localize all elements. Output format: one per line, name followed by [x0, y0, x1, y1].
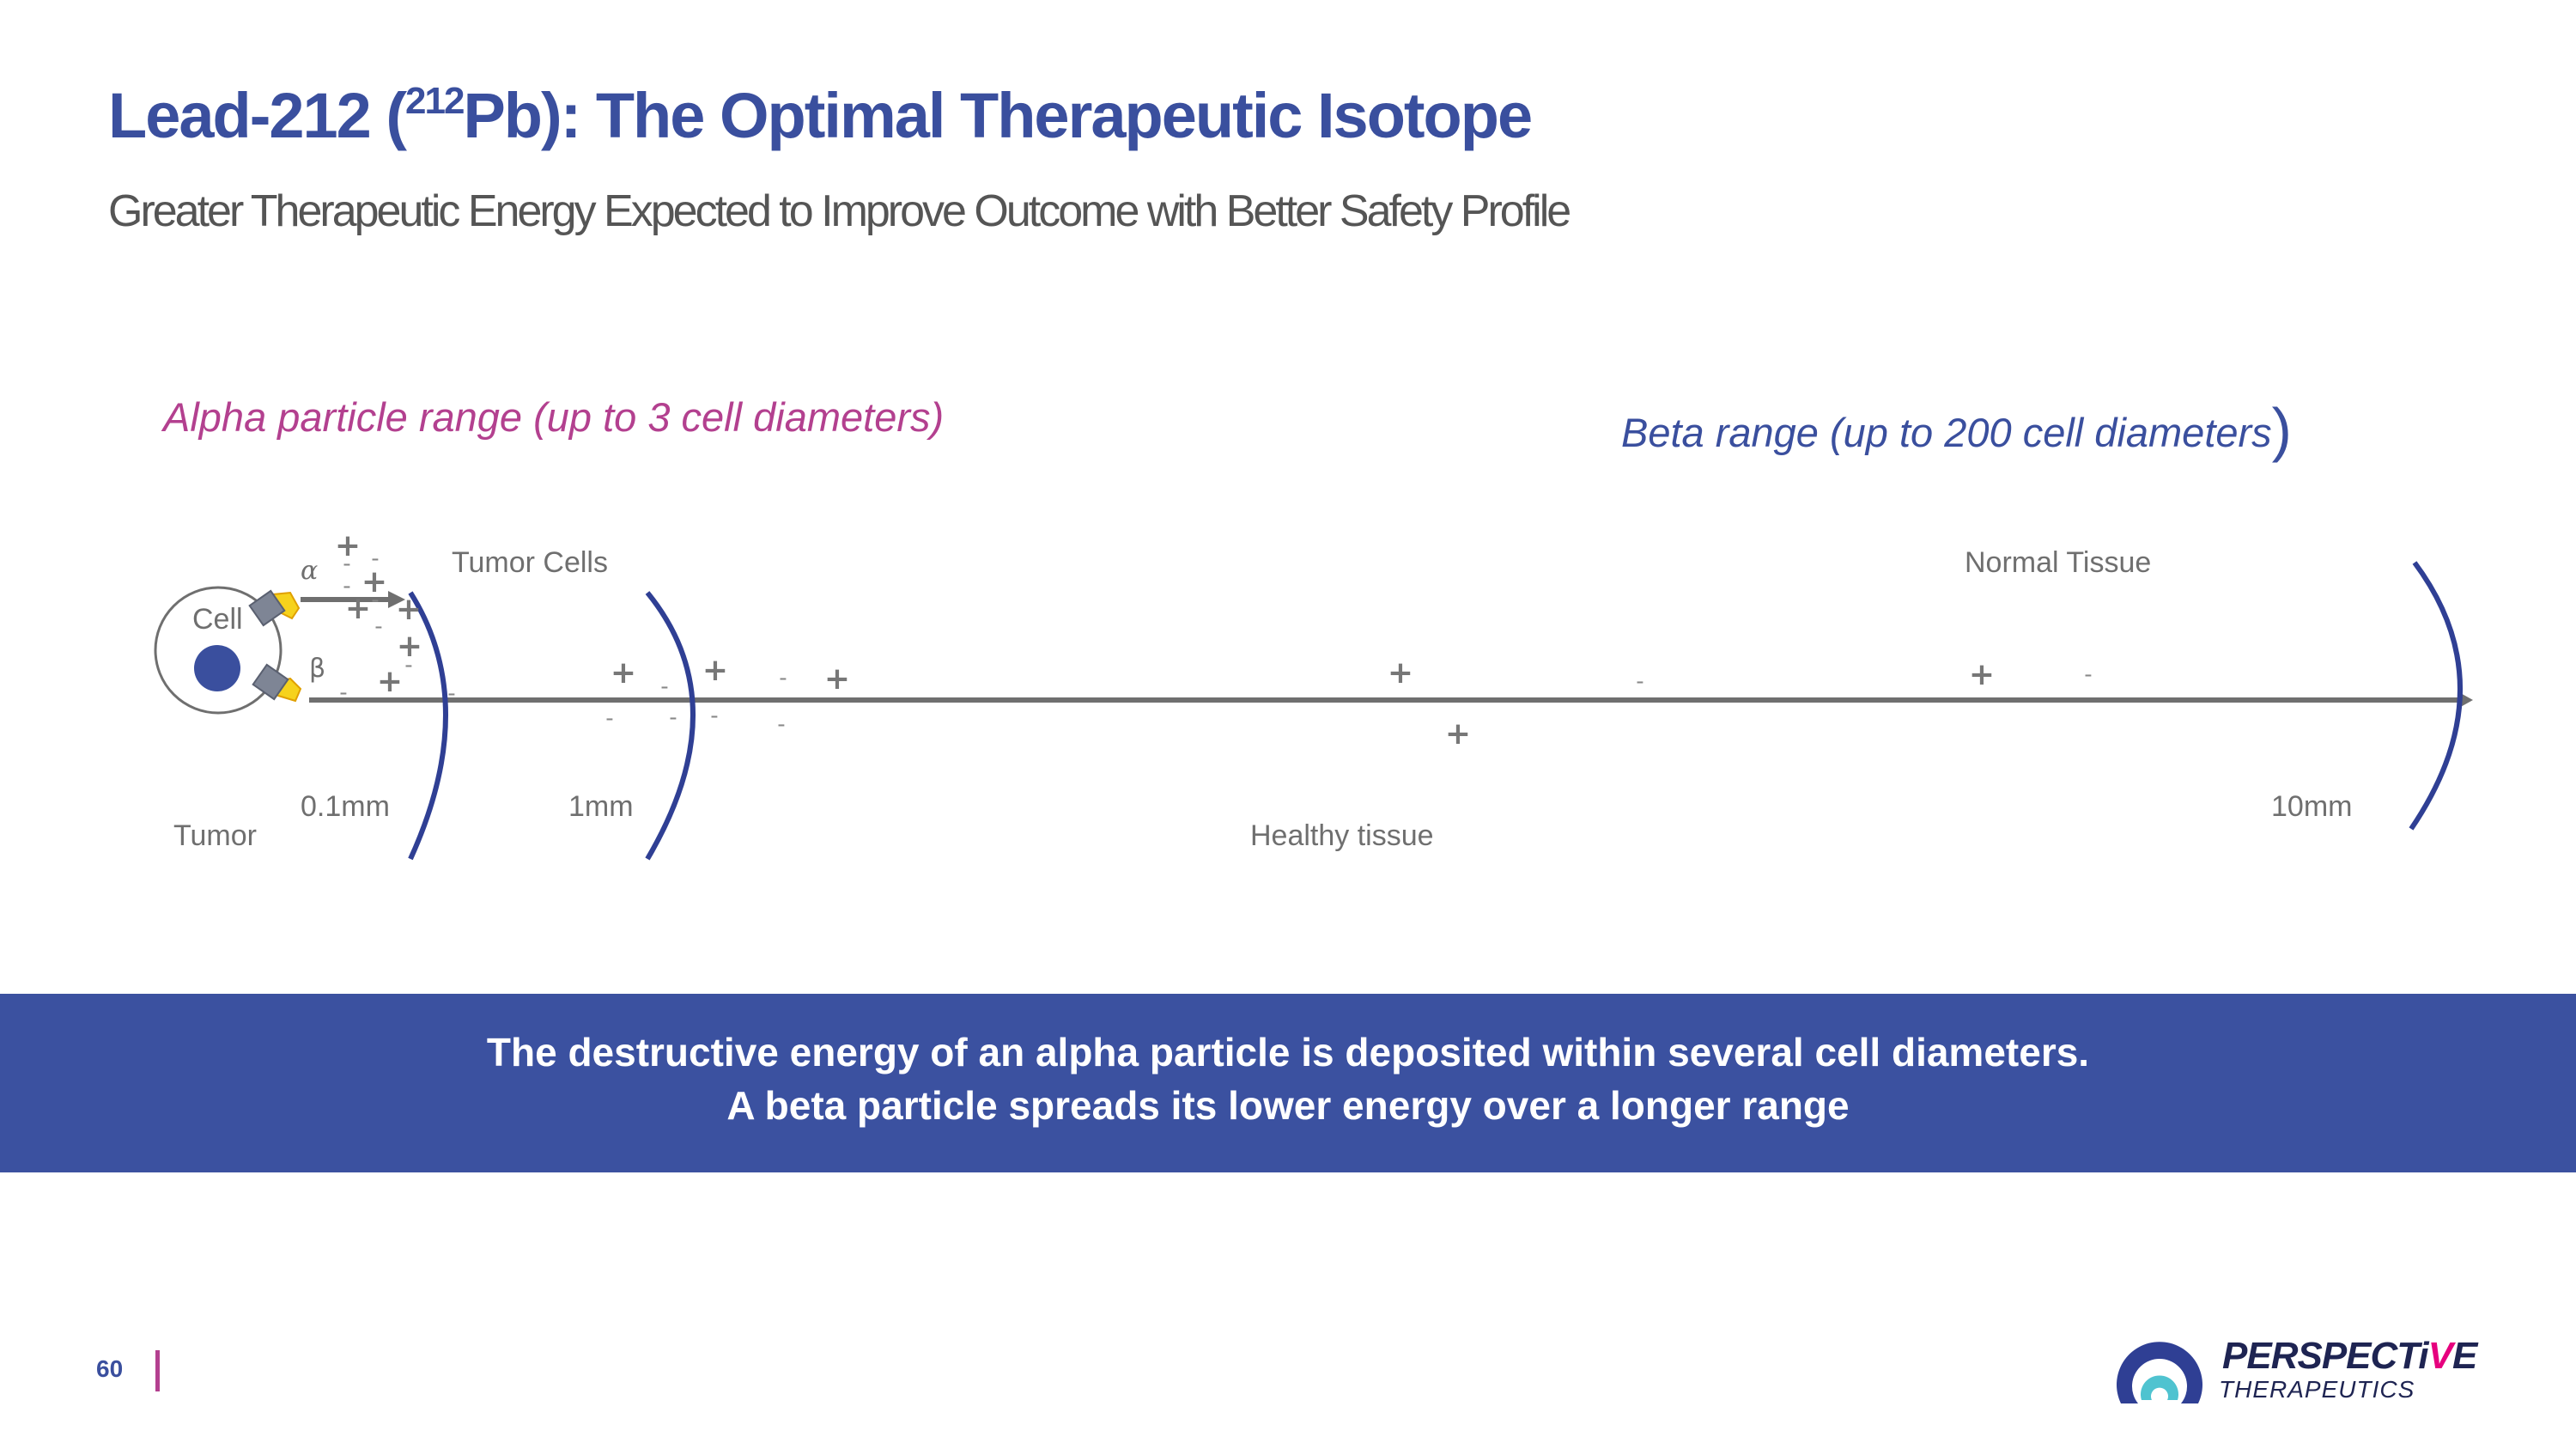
- minus-charge: -: [710, 703, 718, 729]
- logo-wordmark: PERSPECTiVE: [2222, 1335, 2477, 1378]
- minus-charge: -: [343, 551, 350, 577]
- healthy-tissue-label: Healthy tissue: [1250, 819, 1434, 852]
- banner-line-1: The destructive energy of an alpha parti…: [486, 1030, 2090, 1075]
- page-subtitle: Greater Therapeutic Energy Expected to I…: [108, 186, 1571, 236]
- alpha-emitter-icon: [248, 589, 301, 627]
- minus-charge: -: [660, 674, 668, 700]
- beta-range-paren: ): [2271, 396, 2292, 463]
- logo-word-post: E: [2451, 1335, 2477, 1377]
- logo-subtitle: THERAPEUTICS: [2219, 1376, 2415, 1403]
- minus-charge: -: [404, 653, 412, 679]
- title-superscript: 212: [405, 80, 465, 122]
- logo-word-accent: V: [2427, 1335, 2453, 1377]
- minus-charge: -: [777, 712, 785, 738]
- cell-label: Cell: [192, 603, 243, 636]
- minus-charge: -: [374, 614, 382, 640]
- normal-tissue-label: Normal Tissue: [1965, 546, 2151, 579]
- minus-charge: -: [2084, 662, 2092, 688]
- plus-charge: +: [397, 629, 422, 664]
- tumor-cells-label: Tumor Cells: [452, 546, 608, 579]
- plus-charge: +: [1969, 657, 1995, 692]
- logo-word-pre: PERSPECTi: [2222, 1335, 2429, 1377]
- plus-charge: +: [1388, 655, 1413, 691]
- plus-charge: +: [824, 661, 850, 697]
- range-arc-10mm: [2409, 561, 2463, 831]
- minus-charge: -: [447, 681, 455, 707]
- plus-charge: +: [345, 591, 371, 626]
- minus-charge: -: [343, 574, 350, 600]
- minus-charge: -: [779, 666, 787, 691]
- page-number: 60: [96, 1355, 124, 1382]
- beta-symbol: β: [309, 654, 325, 684]
- distance-label-0.1mm: 0.1mm: [301, 790, 390, 823]
- plus-charge: +: [335, 528, 361, 563]
- beta-emitter-icon: [252, 663, 302, 703]
- minus-charge: -: [605, 706, 613, 732]
- alpha-range-label: Alpha particle range (up to 3 cell diame…: [163, 394, 945, 440]
- plus-charge: +: [1445, 716, 1471, 752]
- minus-charge: -: [371, 588, 379, 613]
- particle-range-diagram: Cell Tumor α β Tumor Cells Normal Tissue…: [154, 528, 2473, 861]
- plus-charge: +: [396, 592, 422, 627]
- range-arc-0.1mm: [408, 591, 448, 861]
- title-suffix: Pb): The Optimal Therapeutic Isotope: [463, 80, 1533, 151]
- minus-charge: -: [1636, 669, 1643, 695]
- distance-label-1mm: 1mm: [568, 790, 634, 823]
- alpha-arrowhead: [388, 591, 405, 608]
- title-prefix: Lead-212 (: [108, 80, 407, 151]
- distance-label-10mm: 10mm: [2271, 790, 2352, 823]
- alpha-symbol: α: [301, 556, 318, 586]
- plus-charge: +: [377, 664, 403, 699]
- minus-charge: -: [371, 546, 379, 572]
- minus-charge: -: [669, 705, 677, 731]
- cell-nucleus: [194, 645, 240, 691]
- page-title: Lead-212 (212Pb): The Optimal Therapeuti…: [108, 79, 1533, 152]
- tumor-label: Tumor: [173, 819, 257, 852]
- ionization-charges: +++ +++ + + + +++- ------ - - -- - - -- -: [335, 528, 2093, 752]
- page-divider: [155, 1350, 160, 1391]
- plus-charge: +: [702, 653, 728, 688]
- minus-charge: -: [339, 680, 347, 706]
- plus-charge: +: [361, 564, 387, 600]
- beta-range-label: Beta range (up to 200 cell diameters): [1621, 395, 2292, 464]
- range-arc-1mm: [645, 591, 696, 861]
- beta-range-text: Beta range (up to 200 cell diameters: [1621, 410, 2272, 455]
- summary-banner: [0, 994, 2576, 1172]
- banner-line-2: A beta particle spreads its lower energy…: [726, 1083, 1850, 1128]
- plus-charge: +: [611, 655, 636, 691]
- perspective-logo-icon: [2117, 1342, 2202, 1403]
